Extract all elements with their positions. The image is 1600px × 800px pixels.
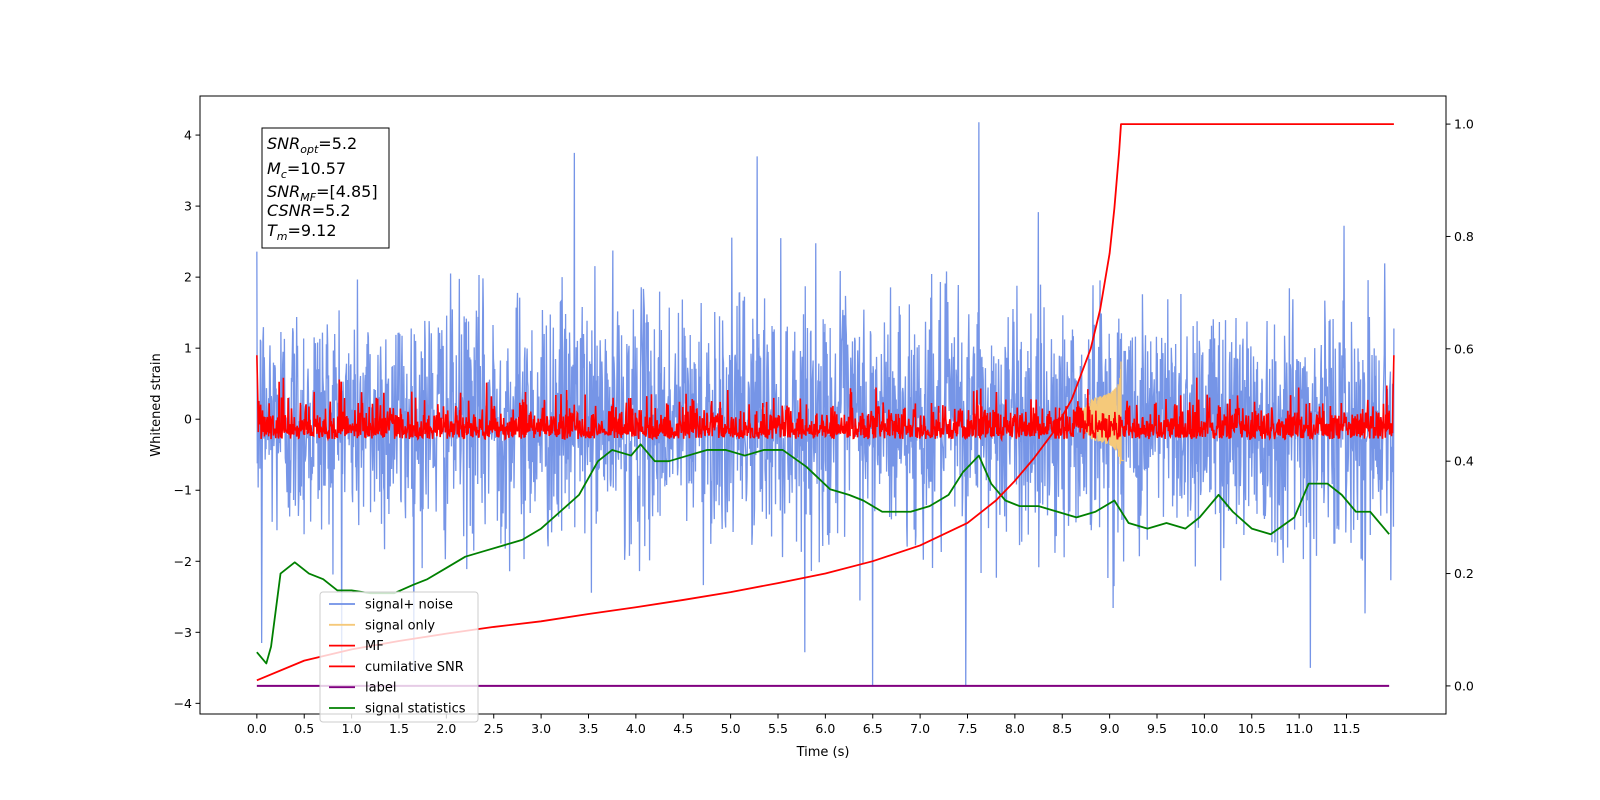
legend-label: signal statistics <box>365 702 466 717</box>
x-tick-label: 4.5 <box>673 721 693 736</box>
annotation-csnr: CSNR=5.2 <box>267 201 351 220</box>
annotation-mc: Mc=10.57 <box>267 159 346 181</box>
x-tick-label: 9.5 <box>1147 721 1167 736</box>
y2-tick-label: 0.0 <box>1454 678 1474 693</box>
x-tick-label: 6.5 <box>863 721 883 736</box>
y-tick-label: 1 <box>184 341 192 356</box>
y-tick-label: 2 <box>184 270 192 285</box>
series-signal-statistics <box>256 443 1390 665</box>
x-tick-label: 5.0 <box>721 721 741 736</box>
x-tick-label: 11.5 <box>1333 721 1361 736</box>
x-tick-label: 10.0 <box>1190 721 1218 736</box>
x-tick-label: 4.0 <box>626 721 646 736</box>
x-tick-label: 8.0 <box>1005 721 1025 736</box>
legend-label: signal only <box>365 618 435 633</box>
y-axis-right: 0.0 0.2 0.4 0.6 0.8 1.0 <box>1446 117 1474 693</box>
x-tick-label: 9.0 <box>1100 721 1120 736</box>
x-tick-label: 8.5 <box>1052 721 1072 736</box>
x-tick-label: 2.5 <box>484 721 504 736</box>
x-tick-label: 3.5 <box>579 721 599 736</box>
x-tick-label: 7.5 <box>958 721 978 736</box>
annotation-snr-mf: SNRMF=[4.85] <box>267 182 378 204</box>
y2-tick-label: 0.2 <box>1454 566 1474 581</box>
y2-tick-label: 0.4 <box>1454 454 1474 469</box>
x-tick-label: 3.0 <box>531 721 551 736</box>
y-tick-label: 0 <box>184 412 192 427</box>
legend: signal+ noise signal only MF cumilative SNR… <box>319 591 479 723</box>
legend-label: MF <box>365 639 384 654</box>
y-tick-label: −4 <box>174 696 192 711</box>
x-tick-label: 1.0 <box>342 721 362 736</box>
plot-frame <box>199 95 1447 715</box>
annotation-frame <box>261 127 390 249</box>
legend-frame <box>319 591 479 723</box>
x-axis-label: Time (s) <box>796 745 850 760</box>
y-axis-label: Whitened strain <box>149 353 164 456</box>
y2-tick-label: 0.8 <box>1454 229 1474 244</box>
x-tick-label: 1.5 <box>389 721 409 736</box>
x-axis: 0.0 0.5 1.0 1.5 2.0 2.5 3.0 3.5 4.0 4.5 5.0 5.5 6.0 6… <box>247 714 1361 736</box>
y-tick-label: −2 <box>174 554 192 569</box>
legend-items: signal+ noise signal only MF cumilative SNR… <box>329 598 466 717</box>
y-tick-label: −3 <box>174 625 192 640</box>
annotation-box: SNRopt=5.2 Mc=10.57 SNRMF=[4.85] CSNR=5.… <box>261 127 390 249</box>
y-tick-label: −1 <box>174 483 192 498</box>
legend-label: label <box>365 681 396 696</box>
x-tick-label: 5.5 <box>768 721 788 736</box>
x-tick-label: 7.0 <box>910 721 930 736</box>
series-mf <box>256 355 1395 443</box>
annotation-snr-opt: SNRopt=5.2 <box>267 134 357 156</box>
annotation-tm: Tm=9.12 <box>267 221 337 243</box>
y2-tick-label: 0.6 <box>1454 341 1474 356</box>
y-axis-left: −4 −3 −2 −1 0 1 2 3 4 <box>174 128 200 711</box>
y-tick-label: 4 <box>184 128 192 143</box>
y2-tick-label: 1.0 <box>1454 117 1474 132</box>
x-tick-label: 0.0 <box>247 721 267 736</box>
x-tick-label: 11.0 <box>1285 721 1313 736</box>
legend-label: cumilative SNR <box>365 660 464 675</box>
y-tick-label: 3 <box>184 199 192 214</box>
series-signal-noise <box>256 122 1395 686</box>
legend-label: signal+ noise <box>365 598 453 613</box>
x-tick-label: 0.5 <box>294 721 314 736</box>
x-tick-label: 2.0 <box>436 721 456 736</box>
x-tick-label: 6.0 <box>815 721 835 736</box>
x-tick-label: 10.5 <box>1238 721 1266 736</box>
